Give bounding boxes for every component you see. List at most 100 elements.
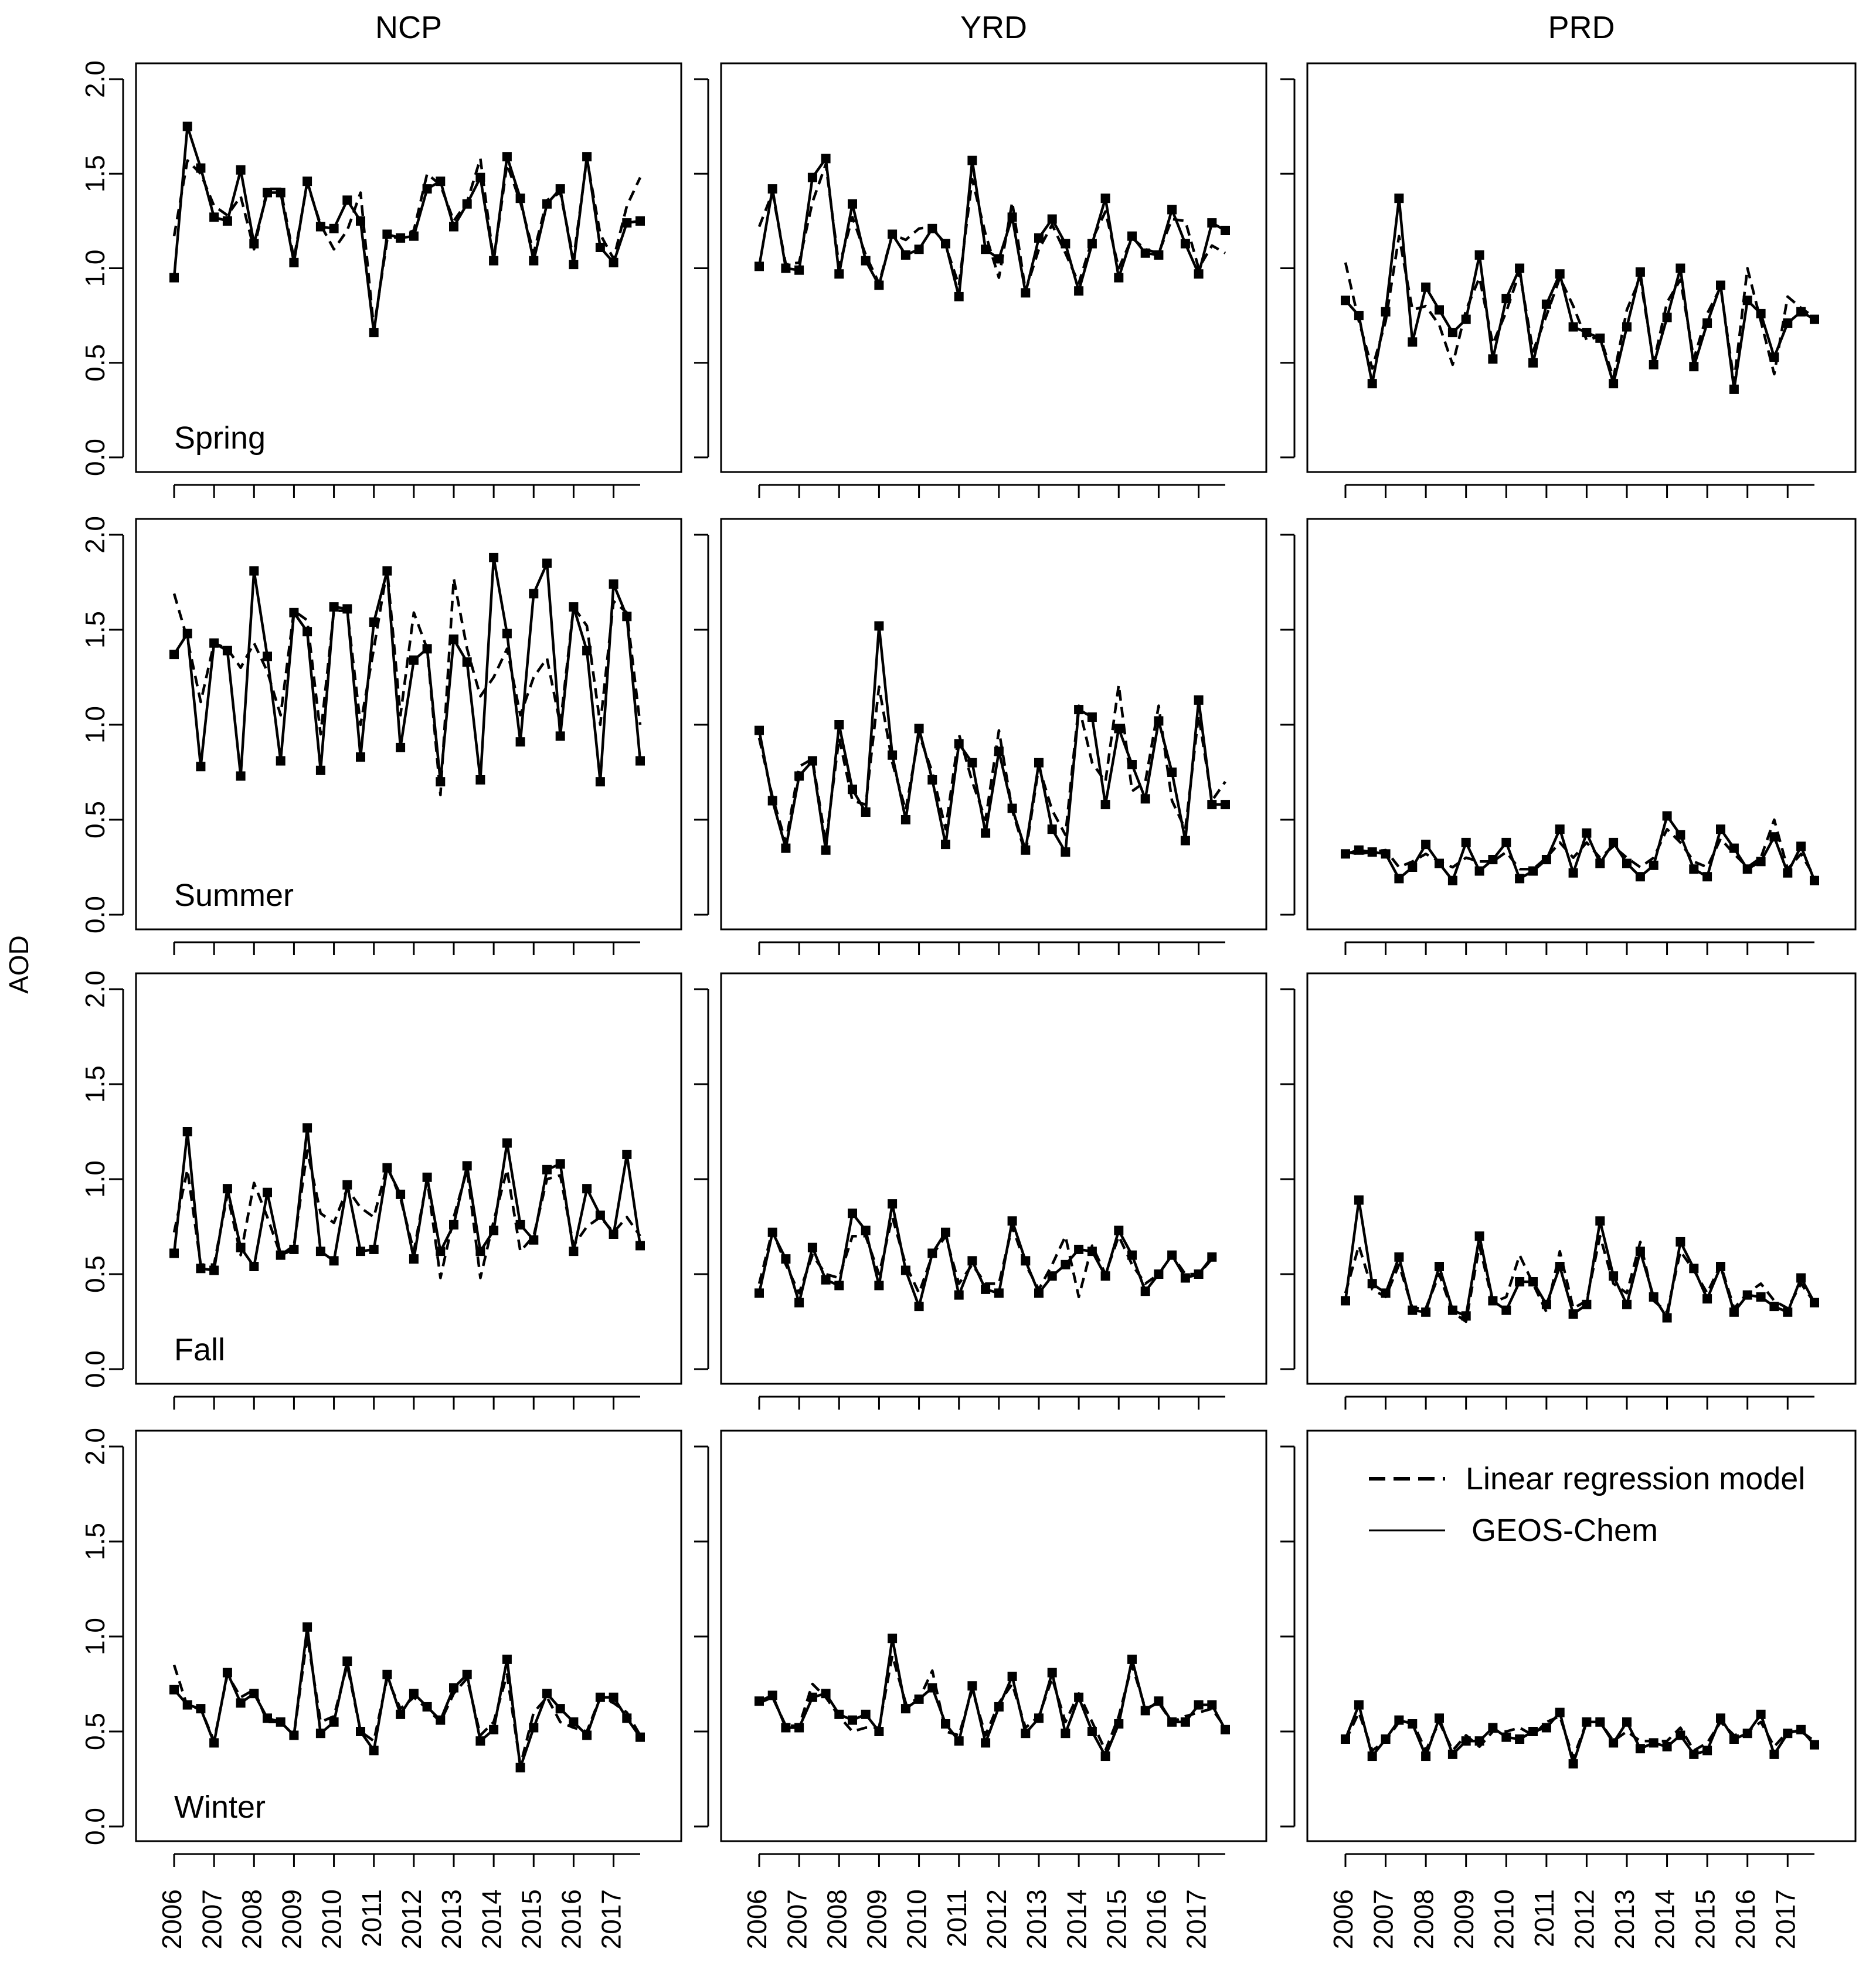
x-tick-label: 2017 — [1181, 1889, 1212, 1949]
y-tick-label: 2.0 — [80, 516, 110, 554]
data-point — [1140, 1286, 1150, 1296]
y-tick-label: 0.5 — [80, 801, 110, 838]
data-point — [369, 1244, 379, 1254]
data-point — [1354, 845, 1364, 855]
data-point — [382, 1669, 392, 1679]
series-line-geos-chem — [173, 556, 642, 783]
data-point — [874, 280, 884, 290]
data-point — [1194, 695, 1204, 705]
data-point — [1394, 1252, 1404, 1262]
panel-yrd-winter: 2006 2007 2008 2009 2010 2011 2012 2013 2014 2015… — [694, 1430, 1267, 1949]
data-point — [1461, 837, 1471, 847]
data-point — [409, 231, 419, 241]
x-tick-label: 2007 — [781, 1889, 812, 1949]
data-point — [449, 222, 458, 232]
data-point — [462, 1161, 472, 1171]
data-point — [1221, 800, 1230, 810]
data-point — [489, 552, 499, 562]
data-point — [1729, 384, 1739, 394]
x-tick-label: 2009 — [862, 1889, 892, 1949]
data-point — [515, 193, 525, 203]
data-point — [635, 1732, 645, 1742]
data-point — [1034, 758, 1044, 768]
data-point — [1756, 1709, 1766, 1719]
data-point — [874, 1727, 884, 1736]
data-point — [1756, 308, 1766, 318]
y-tick-label: 1.0 — [80, 706, 110, 743]
data-point — [1221, 226, 1230, 235]
x-tick-label: 2016 — [1730, 1889, 1761, 1949]
data-point — [289, 257, 299, 267]
data-point — [263, 1187, 272, 1197]
data-point — [569, 1717, 579, 1727]
data-point — [1662, 811, 1672, 821]
data-point — [1047, 214, 1057, 224]
panel-frame — [1306, 1430, 1857, 1842]
data-point — [981, 1738, 991, 1748]
x-tick-label: 2006 — [157, 1889, 187, 1949]
data-point — [329, 1256, 339, 1266]
data-point — [1501, 1305, 1511, 1315]
series-line-linear-regression — [172, 568, 642, 797]
data-point — [821, 154, 831, 164]
data-point — [1662, 1313, 1672, 1323]
data-point — [462, 657, 472, 667]
data-point — [1447, 328, 1457, 338]
data-point — [409, 655, 419, 665]
data-point — [1541, 1723, 1551, 1733]
data-point — [767, 184, 777, 194]
data-point — [1047, 824, 1057, 834]
data-point — [1074, 286, 1084, 296]
y-tick-label: 0.0 — [80, 1350, 110, 1388]
data-point — [315, 765, 325, 775]
y-tick-label: 0.0 — [80, 896, 110, 933]
data-point — [209, 212, 219, 222]
data-point — [1689, 1749, 1699, 1759]
data-point — [1689, 362, 1699, 372]
data-point — [954, 291, 964, 301]
series-line-linear-regression — [759, 1654, 1226, 1752]
data-point — [1568, 868, 1578, 878]
data-point — [475, 1736, 485, 1746]
data-point — [356, 752, 365, 762]
y-tick-label: 1.5 — [80, 1523, 110, 1560]
data-point — [1100, 193, 1110, 203]
x-tick-label: 2012 — [981, 1889, 1012, 1949]
data-point — [342, 1180, 352, 1190]
y-tick-label: 2.0 — [80, 1428, 110, 1465]
panel-frame — [720, 972, 1267, 1385]
data-point — [276, 188, 286, 198]
data-point — [1007, 1672, 1017, 1681]
x-tick-label: 2015 — [1690, 1889, 1720, 1949]
data-point — [941, 840, 950, 850]
data-point — [1649, 1292, 1659, 1302]
data-point — [382, 229, 392, 239]
data-point — [529, 1235, 539, 1245]
data-point — [1635, 1744, 1645, 1754]
data-point — [1061, 239, 1070, 249]
data-point — [1555, 1707, 1565, 1717]
data-point — [1702, 872, 1712, 882]
panel-yrd-fall — [694, 972, 1267, 1410]
data-point — [236, 165, 246, 175]
data-point — [396, 742, 406, 752]
data-point — [315, 1247, 325, 1257]
x-tick-label: 2011 — [356, 1889, 387, 1947]
data-point — [834, 269, 844, 279]
data-point — [182, 121, 192, 131]
data-point — [555, 1704, 565, 1714]
data-point — [1435, 1713, 1444, 1723]
data-point — [622, 218, 632, 228]
data-point — [635, 1241, 645, 1251]
data-point — [821, 1275, 831, 1285]
data-point — [489, 1724, 499, 1734]
column-title-ncp: NCP — [375, 10, 442, 45]
data-point — [1100, 1751, 1110, 1761]
data-point — [169, 1685, 179, 1695]
data-point — [981, 245, 991, 254]
x-tick-label: 2008 — [821, 1889, 852, 1949]
y-tick-label: 0.0 — [80, 439, 110, 476]
data-point — [1421, 1307, 1431, 1317]
series-line-linear-regression — [1344, 235, 1816, 383]
data-point — [1488, 1723, 1498, 1733]
